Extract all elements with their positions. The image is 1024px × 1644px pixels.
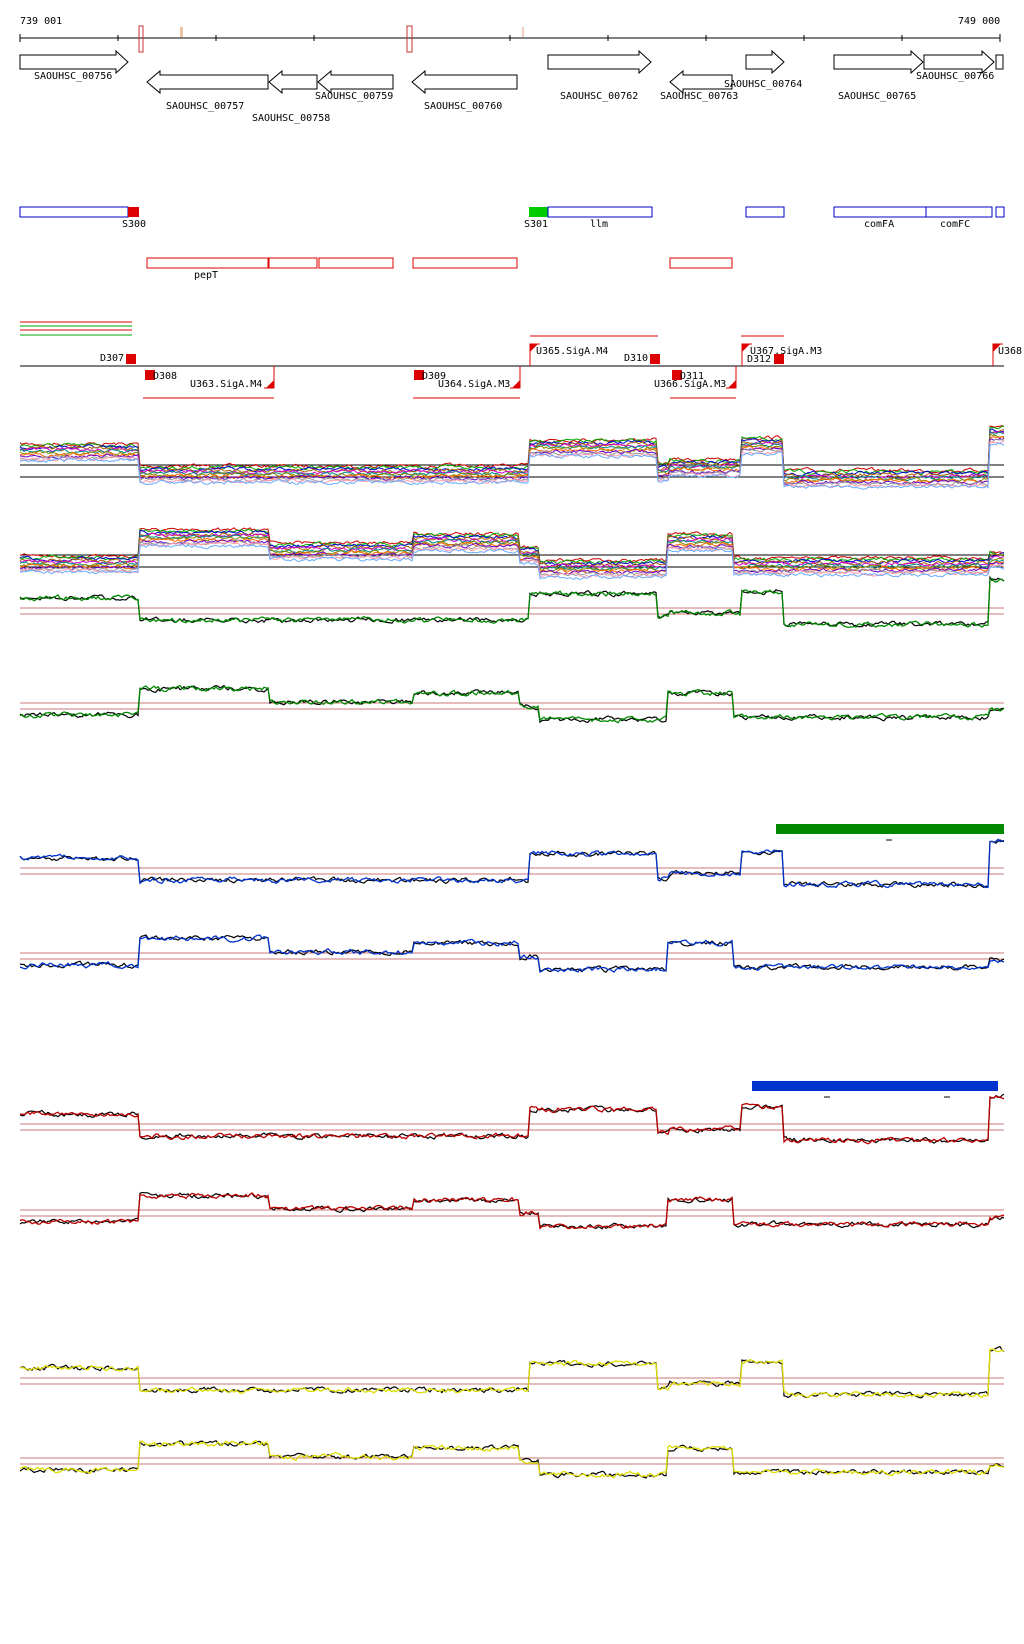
sample-profile-reverse — [19, 534, 1005, 571]
gene-label: SAOUHSC_00760 — [424, 101, 502, 112]
feature-u363[interactable]: U363.SigA.M4 — [190, 379, 262, 390]
feature-d309[interactable]: D309 — [422, 371, 446, 382]
gene-label: SAOUHSC_00766 — [916, 71, 994, 82]
gene-saouhsc-00757[interactable]: SAOUHSC_00757 — [146, 69, 269, 112]
gene-saouhsc-00760[interactable]: SAOUHSC_00760 — [411, 69, 518, 112]
coordinate-ruler: 739 001 749 000 — [19, 16, 1001, 53]
gene-label: SAOUHSC_00764 — [724, 79, 802, 90]
feature-u366[interactable]: U366.SigA.M3 — [654, 379, 726, 390]
sample-profile-reverse — [19, 539, 1005, 577]
segment-label-s301: S301 — [524, 219, 548, 230]
blue-bar — [752, 1081, 998, 1091]
gene-track: SAOUHSC_00756 SAOUHSC_00757 SAOUHSC_0075… — [19, 49, 1004, 124]
gene-saouhsc-00766[interactable]: SAOUHSC_00766 — [916, 49, 995, 82]
sample-profile-forward — [19, 431, 1005, 482]
red-profile — [19, 1192, 1005, 1230]
blue-profile-black — [19, 839, 1005, 889]
gene-saouhsc-00759[interactable]: SAOUHSC_00759 — [315, 69, 394, 102]
feature-d311[interactable]: D311 — [680, 371, 704, 382]
segment-label-s300: S300 — [122, 219, 146, 230]
segment-label-comfa: comFA — [864, 219, 894, 230]
red-profile — [19, 1095, 1005, 1145]
sample-profile-forward — [19, 425, 1005, 474]
gene-label: SAOUHSC_00759 — [315, 91, 393, 102]
sample-profile-forward — [19, 437, 1005, 486]
segment-label-comfc: comFC — [940, 219, 970, 230]
reverse-segment-track: pepT — [146, 257, 733, 281]
segment-label-pept: pepT — [194, 270, 218, 281]
blue-profile — [19, 934, 1005, 973]
sample-profile-reverse — [19, 528, 1005, 565]
feature-d310[interactable]: D310 — [624, 353, 648, 364]
feature-track: D307 D308 U363.SigA.M4 D309 U364.SigA.M3… — [20, 321, 1022, 399]
sample-profile-forward — [19, 441, 1005, 489]
feature-u364[interactable]: U364.SigA.M3 — [438, 379, 510, 390]
gene-label: SAOUHSC_00756 — [34, 71, 112, 82]
gene-label: SAOUHSC_00758 — [252, 113, 330, 124]
red-profile-black — [19, 1191, 1005, 1230]
yellow-profile — [19, 1440, 1005, 1479]
gene-label: SAOUHSC_00762 — [560, 91, 638, 102]
red-profile-black — [19, 1093, 1005, 1144]
feature-d312[interactable]: D312 — [747, 354, 771, 365]
green-profile — [19, 577, 1005, 629]
sample-profile-forward — [20, 442, 1005, 490]
start-coordinate: 739 001 — [20, 16, 62, 27]
green-profile-black — [19, 684, 1005, 724]
sample-profile-reverse — [19, 532, 1005, 569]
sample-profile-reverse — [19, 543, 1005, 580]
gene-saouhsc-00758[interactable]: SAOUHSC_00758 — [252, 69, 330, 124]
feature-u365[interactable]: U365.SigA.M4 — [536, 346, 608, 357]
gene-saouhsc-00762[interactable]: SAOUHSC_00762 — [547, 49, 652, 102]
sample-profile-forward — [19, 438, 1005, 487]
gene-label: SAOUHSC_00757 — [166, 101, 244, 112]
feature-u368[interactable]: U368 — [998, 346, 1022, 357]
forward-segment-track: S300 S301 llm comFA comFC — [19, 206, 1005, 230]
sample-profile-forward — [19, 435, 1005, 485]
feature-u367[interactable]: U367.SigA.M3 — [750, 346, 822, 357]
gene-label: SAOUHSC_00763 — [660, 91, 738, 102]
sample-profile-forward — [19, 428, 1005, 477]
sample-profile-reverse — [20, 538, 1005, 575]
green-profile — [19, 684, 1005, 724]
feature-d308[interactable]: D308 — [153, 371, 177, 382]
segment-label-llm: llm — [590, 219, 608, 230]
gene-saouhsc-00765[interactable]: SAOUHSC_00765 — [833, 49, 924, 102]
sample-profile-reverse — [19, 541, 1005, 579]
gene-saouhsc-00756[interactable]: SAOUHSC_00756 — [19, 49, 129, 82]
gene-label: SAOUHSC_00765 — [838, 91, 916, 102]
blue-profile — [19, 838, 1005, 889]
end-coordinate: 749 000 — [958, 16, 1000, 27]
sample-profile-reverse — [19, 535, 1005, 573]
gene-saouhsc-00764[interactable]: SAOUHSC_00764 — [724, 49, 802, 90]
gene-partial — [995, 54, 1004, 70]
feature-d307[interactable]: D307 — [100, 353, 124, 364]
yellow-profile — [19, 1348, 1005, 1399]
green-bar — [776, 824, 1004, 834]
green-profile-black — [19, 575, 1005, 628]
yellow-profile-black — [19, 1345, 1005, 1399]
gene-saouhsc-00763[interactable]: SAOUHSC_00763 — [660, 69, 738, 102]
sample-profile-forward — [19, 429, 1005, 478]
expression-tracks — [19, 425, 1005, 1479]
